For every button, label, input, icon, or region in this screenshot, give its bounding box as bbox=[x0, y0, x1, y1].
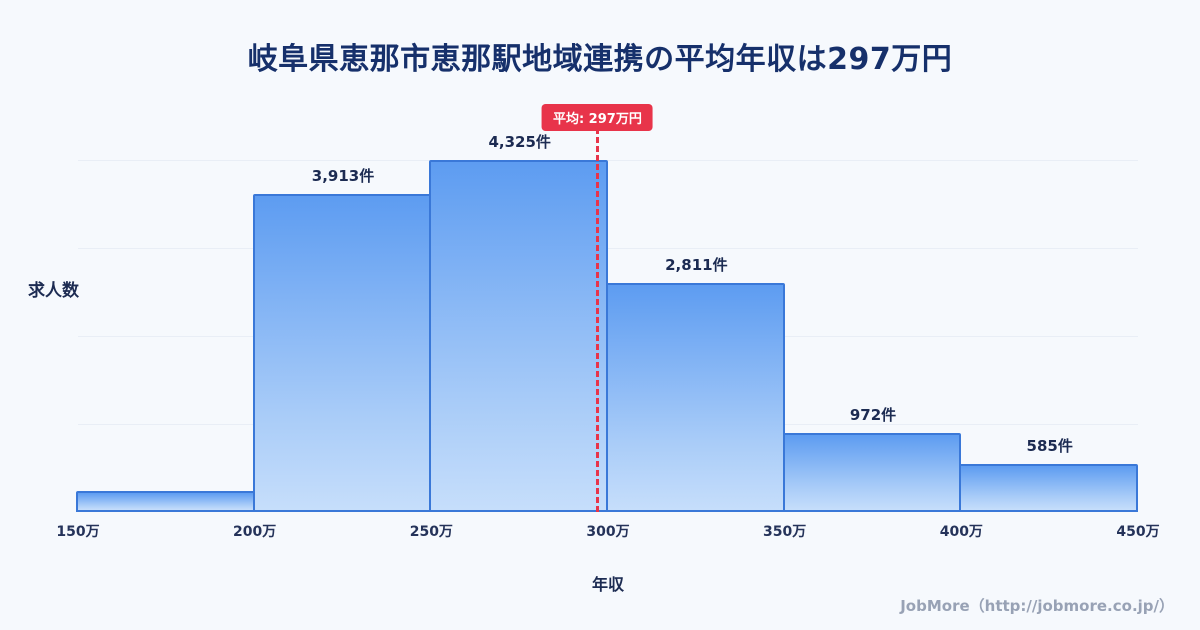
histogram-bar bbox=[782, 433, 962, 512]
x-tick-label: 300万 bbox=[586, 524, 630, 540]
x-tick-label: 350万 bbox=[763, 524, 807, 540]
histogram-bar bbox=[606, 283, 785, 512]
bar-cell: 4,325件 bbox=[429, 133, 609, 512]
bar-value-label: 2,811件 bbox=[665, 256, 728, 274]
bar-cell: 585件 bbox=[959, 160, 1139, 512]
plot-area: 平均: 297万円 3,913件 4,325件 2,811件 972件 585件 bbox=[76, 104, 1139, 512]
chart-title: 岐阜県恵那市恵那駅地域連携の平均年収は297万円 bbox=[247, 42, 953, 77]
bar-value-label: 972件 bbox=[849, 406, 897, 424]
histogram-bar bbox=[76, 491, 255, 512]
footer-credit: JobMore（http://jobmore.co.jp/） bbox=[900, 597, 1174, 615]
average-dashed-line bbox=[595, 128, 599, 512]
histogram-bar bbox=[959, 464, 1139, 512]
bar-value-label: 4,325件 bbox=[488, 133, 551, 151]
histogram-bar bbox=[429, 160, 609, 512]
x-tick-label: 250万 bbox=[409, 524, 453, 540]
histogram-bar bbox=[252, 194, 432, 512]
x-tick-label: 450万 bbox=[1116, 524, 1160, 540]
bar-value-label: 585件 bbox=[1026, 437, 1073, 455]
x-axis-ticks: 150万 200万 250万 300万 350万 400万 450万 bbox=[56, 521, 1159, 541]
gridline bbox=[78, 160, 1138, 161]
x-axis-label: 年収 bbox=[591, 575, 624, 594]
bar-cell: 2,811件 bbox=[606, 160, 785, 512]
average-badge: 平均: 297万円 bbox=[541, 104, 653, 131]
bar-cell: 3,913件 bbox=[252, 160, 432, 512]
x-tick-label: 150万 bbox=[56, 524, 100, 540]
x-tick-label: 400万 bbox=[939, 524, 983, 540]
bar-cell bbox=[76, 160, 255, 512]
x-tick-label: 200万 bbox=[233, 524, 277, 540]
y-axis-label: 求人数 bbox=[28, 281, 79, 301]
bar-value-label: 3,913件 bbox=[311, 167, 375, 185]
bar-cell: 972件 bbox=[782, 160, 962, 512]
